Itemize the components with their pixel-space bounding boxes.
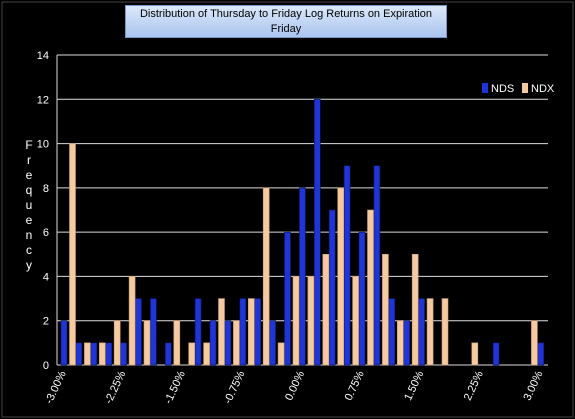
- bar: [322, 253, 330, 366]
- y-tick-label: 0: [43, 360, 49, 372]
- bar: [396, 320, 404, 366]
- y-tick-label: 8: [43, 183, 49, 195]
- bar: [173, 320, 181, 366]
- bar: [531, 320, 538, 366]
- bar: [113, 320, 121, 366]
- y-tick-label: 12: [37, 94, 49, 106]
- bar: [284, 231, 291, 366]
- bar: [239, 298, 247, 366]
- bar: [388, 298, 396, 366]
- bar: [313, 98, 321, 366]
- x-tick-label: -2.25%: [103, 369, 129, 406]
- y-tick-label: 2: [43, 316, 49, 328]
- bar: [373, 165, 381, 366]
- bar: [90, 342, 98, 366]
- bar: [105, 342, 112, 366]
- bar: [411, 253, 419, 366]
- chart-subtitle: NDS compared to NDX: [229, 38, 343, 50]
- bar: [382, 253, 389, 366]
- bar: [69, 143, 76, 366]
- x-tick-label: 0.75%: [343, 369, 367, 403]
- bar: [75, 342, 83, 366]
- bar: [337, 187, 345, 366]
- y-axis-label: Frequency: [25, 138, 33, 272]
- bar: [165, 342, 172, 366]
- bar: [203, 342, 210, 366]
- legend-label: NDX: [531, 83, 555, 95]
- bar: [248, 298, 255, 366]
- bar: [84, 342, 91, 366]
- x-tick-label: -3.00%: [43, 369, 69, 406]
- bar: [358, 231, 366, 366]
- legend-swatch: [482, 83, 488, 93]
- x-tick-label: 2.25%: [462, 369, 486, 403]
- x-tick-label: 3.00%: [521, 369, 545, 403]
- bar: [328, 209, 336, 366]
- bar: [367, 209, 374, 366]
- bar: [194, 298, 202, 366]
- bar: [209, 320, 217, 366]
- bar: [292, 276, 300, 366]
- bar: [128, 276, 136, 366]
- bar: [233, 320, 240, 366]
- x-tick-label: -0.75%: [222, 369, 248, 406]
- chart-title: Distribution of Thursday to Friday Log R…: [139, 8, 433, 35]
- y-tick-label: 10: [37, 139, 49, 151]
- y-tick-label: 6: [43, 227, 49, 239]
- x-tick-label: 0.00%: [283, 369, 307, 403]
- bar: [224, 320, 232, 366]
- bar: [418, 298, 425, 366]
- bar: [99, 342, 106, 366]
- bar: [343, 165, 351, 366]
- bar: [537, 342, 545, 366]
- bar: [352, 276, 359, 366]
- bar: [60, 320, 68, 366]
- title-box: Distribution of Thursday to Friday Log R…: [125, 5, 447, 50]
- bar: [269, 320, 276, 366]
- bar: [426, 298, 434, 366]
- bar: [262, 187, 270, 366]
- bar: [120, 342, 127, 366]
- bar: [135, 298, 142, 366]
- x-tick-label: -1.50%: [162, 369, 188, 406]
- bar: [299, 187, 306, 366]
- bar: [277, 342, 285, 366]
- bar: [188, 342, 195, 366]
- x-tick-label: 1.50%: [402, 369, 426, 403]
- legend-swatch: [522, 83, 528, 93]
- bar: [441, 298, 449, 366]
- y-tick-label: 4: [43, 271, 49, 283]
- y-tick-label: 14: [37, 50, 49, 62]
- bar: [307, 276, 315, 366]
- bar: [218, 298, 225, 366]
- bar: [143, 320, 151, 366]
- bar: [254, 298, 261, 366]
- legend-label: NDS: [491, 83, 514, 95]
- bar: [403, 320, 411, 366]
- bar: [471, 342, 479, 366]
- bar: [150, 298, 157, 366]
- bar: [492, 342, 500, 366]
